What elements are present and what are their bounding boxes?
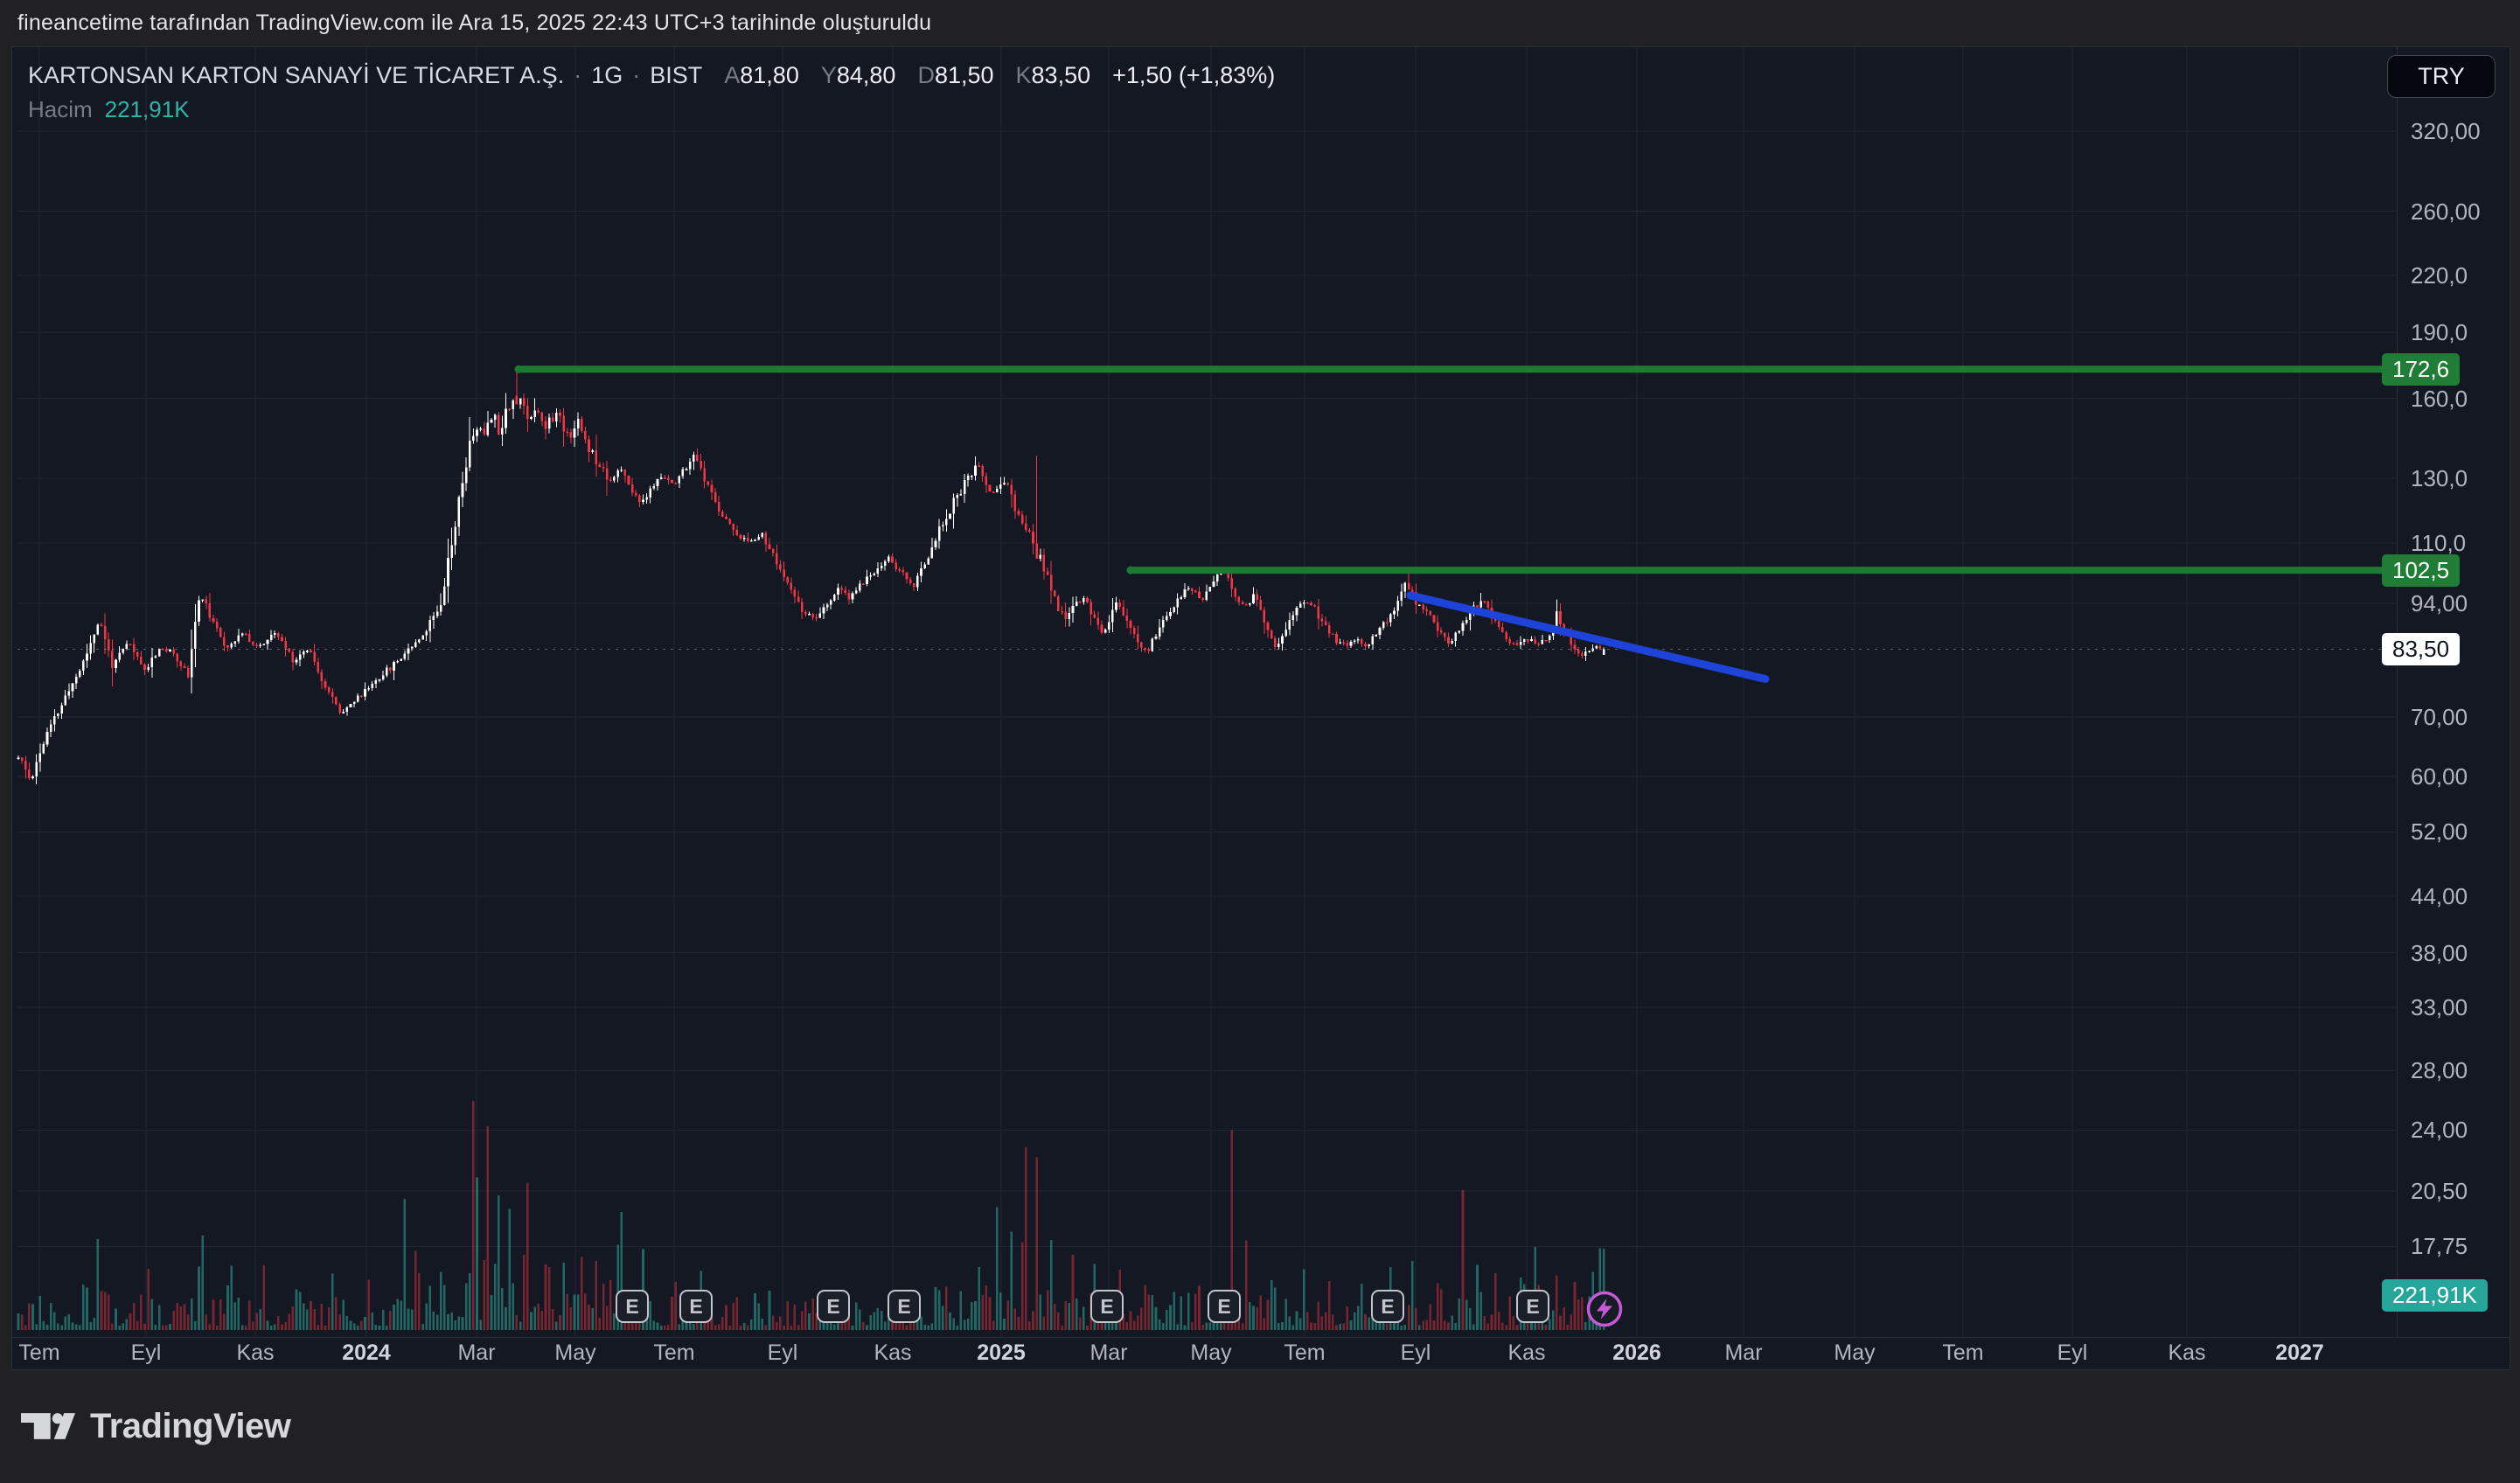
volume-axis-badge: 221,91K xyxy=(2382,1279,2488,1312)
time-tick-label: Mar xyxy=(457,1340,496,1365)
price-tick-label: 320,00 xyxy=(2411,118,2481,144)
time-tick-label: Eyl xyxy=(2057,1340,2088,1365)
time-tick-label: Mar xyxy=(1089,1340,1128,1365)
price-tick-label: 24,00 xyxy=(2411,1117,2468,1143)
earnings-marker[interactable]: E xyxy=(1090,1290,1124,1323)
lightning-icon[interactable] xyxy=(1586,1291,1623,1327)
price-tick-label: 70,00 xyxy=(2411,704,2468,730)
price-tick-label: 130,0 xyxy=(2411,465,2468,491)
price-tick-label: 190,0 xyxy=(2411,319,2468,345)
separator-dot: · xyxy=(632,62,641,88)
earnings-marker[interactable]: E xyxy=(1208,1290,1241,1323)
price-tick-label: 94,00 xyxy=(2411,590,2468,616)
price-axis[interactable]: 320,00 260,00 220,0 190,0 160,0 130,0 110,0 94,… xyxy=(2382,47,2510,1337)
tradingview-logo-icon[interactable] xyxy=(21,1413,75,1439)
time-tick-label: 2027 xyxy=(2275,1340,2324,1365)
ohlc-open: A81,80 xyxy=(724,62,799,88)
chart-widget: KARTONSAN KARTON SANAYİ VE TİCARET A.Ş. … xyxy=(11,46,2510,1370)
time-tick-label: May xyxy=(1834,1340,1876,1365)
time-tick-label: Kas xyxy=(874,1340,912,1365)
time-tick-label: Tem xyxy=(18,1340,60,1365)
time-tick-label: 2024 xyxy=(342,1340,391,1365)
trendline-drawing[interactable] xyxy=(1406,591,1770,683)
earnings-marker[interactable]: E xyxy=(679,1290,713,1323)
price-tick-label: 28,00 xyxy=(2411,1057,2468,1083)
price-tick-label: 110,0 xyxy=(2411,530,2467,556)
volume-label: Hacim xyxy=(28,96,93,122)
time-tick-label: Tem xyxy=(1942,1340,1984,1365)
earnings-marker[interactable]: E xyxy=(616,1290,649,1323)
time-axis-separator xyxy=(12,1337,2510,1338)
time-tick-label: Tem xyxy=(653,1340,695,1365)
earnings-marker[interactable]: E xyxy=(1516,1290,1549,1323)
earnings-marker[interactable]: E xyxy=(817,1290,850,1323)
level-price-badge: 102,5 xyxy=(2382,554,2461,587)
price-tick-label: 220,0 xyxy=(2411,262,2468,289)
price-tick-label: 260,00 xyxy=(2411,198,2481,225)
change-value: +1,50 (+1,83%) xyxy=(1112,62,1276,88)
volume-row: Hacim 221,91K xyxy=(28,94,1275,124)
price-axis-separator xyxy=(2397,47,2398,1337)
last-price-badge: 83,50 xyxy=(2382,633,2461,665)
attribution-bar: fineancetime tarafından TradingView.com … xyxy=(17,10,932,35)
price-tick-label: 38,00 xyxy=(2411,940,2468,966)
time-tick-label: Kas xyxy=(2168,1340,2206,1365)
time-tick-label: 2025 xyxy=(977,1340,1026,1365)
price-tick-label: 52,00 xyxy=(2411,818,2468,845)
tradingview-logo-text[interactable]: TradingView xyxy=(90,1406,291,1445)
volume-value: 221,91K xyxy=(104,96,190,122)
price-tick-label: 20,50 xyxy=(2411,1178,2468,1204)
time-tick-label: Kas xyxy=(236,1340,275,1365)
interval-label[interactable]: 1G xyxy=(591,62,623,88)
price-tick-label: 60,00 xyxy=(2411,763,2468,790)
ohlc-high: Y84,80 xyxy=(820,62,896,88)
ohlc-close: K83,50 xyxy=(1015,62,1091,88)
time-axis[interactable]: Tem Eyl Kas 2024 Mar May Tem Eyl Kas 2025 Mar May Te… xyxy=(12,1338,2510,1369)
level-price-badge: 172,6 xyxy=(2382,353,2461,386)
earnings-marker[interactable]: E xyxy=(888,1290,921,1323)
time-tick-label: Tem xyxy=(1284,1340,1326,1365)
time-tick-label: Eyl xyxy=(130,1340,162,1365)
price-tick-label: 44,00 xyxy=(2411,883,2468,909)
symbol-title[interactable]: KARTONSAN KARTON SANAYİ VE TİCARET A.Ş. xyxy=(28,62,565,88)
earnings-marker[interactable]: E xyxy=(1371,1290,1404,1323)
exchange-label[interactable]: BIST xyxy=(650,62,703,88)
time-tick-label: May xyxy=(1190,1340,1232,1365)
separator-dot: · xyxy=(574,62,582,88)
price-tick-label: 160,0 xyxy=(2411,386,2468,412)
level-anchor-dot[interactable] xyxy=(514,365,523,373)
level-anchor-dot[interactable] xyxy=(1126,566,1135,574)
time-tick-label: May xyxy=(554,1340,596,1365)
symbol-legend: KARTONSAN KARTON SANAYİ VE TİCARET A.Ş. … xyxy=(28,58,1275,124)
time-tick-label: Mar xyxy=(1724,1340,1763,1365)
ohlc-low: D81,50 xyxy=(917,62,994,88)
symbol-row: KARTONSAN KARTON SANAYİ VE TİCARET A.Ş. … xyxy=(28,58,1275,93)
chart-plot-area[interactable] xyxy=(12,47,2397,1337)
price-tick-label: 17,75 xyxy=(2411,1233,2468,1259)
currency-button[interactable]: TRY xyxy=(2387,55,2496,98)
time-tick-label: 2026 xyxy=(1612,1340,1661,1365)
footer-brand: TradingView xyxy=(21,1406,291,1446)
time-tick-label: Eyl xyxy=(1400,1340,1431,1365)
time-tick-label: Eyl xyxy=(767,1340,798,1365)
price-tick-label: 33,00 xyxy=(2411,994,2468,1020)
time-tick-label: Kas xyxy=(1507,1340,1546,1365)
